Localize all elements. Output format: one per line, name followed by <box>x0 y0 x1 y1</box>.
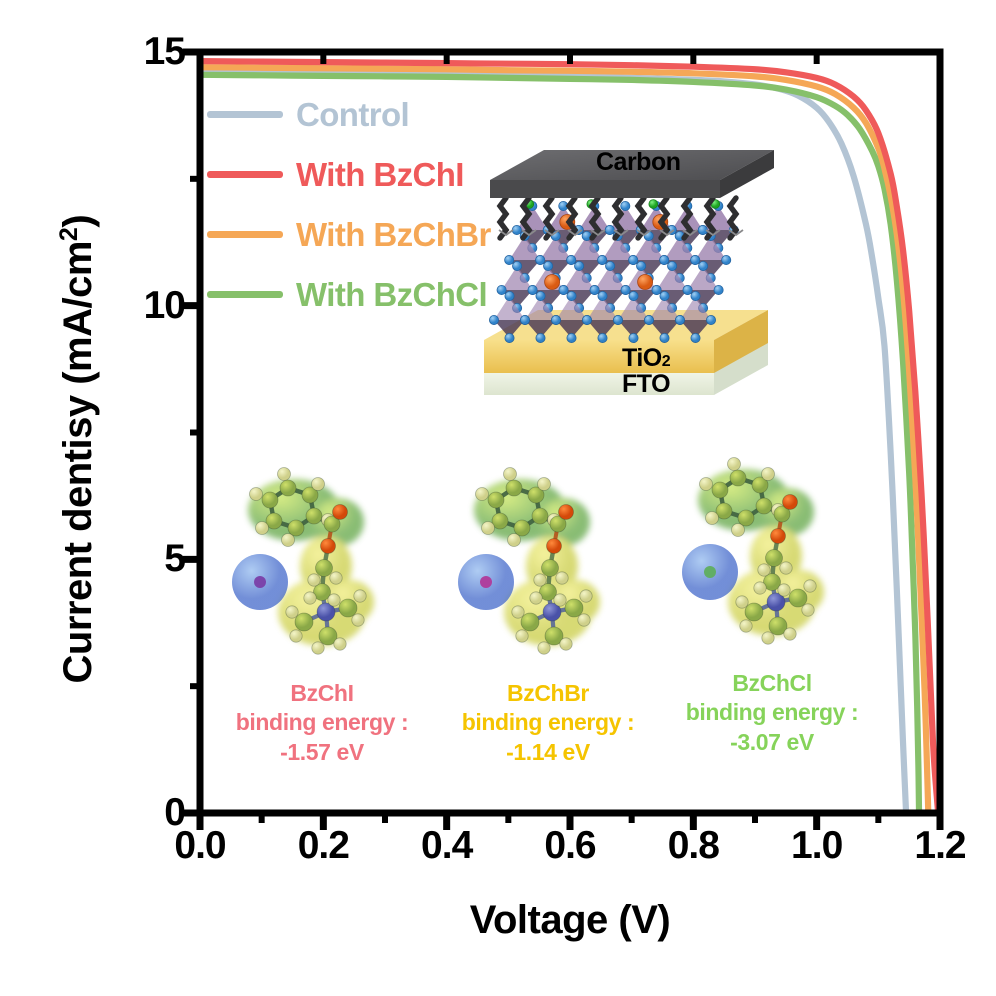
molecule-render <box>682 457 824 645</box>
molecule-name-bzchi: BzChI <box>290 680 354 706</box>
x-tick-label: 0.8 <box>667 824 720 867</box>
legend-item-control[interactable]: Control <box>207 96 491 133</box>
y-tick-label: 0 <box>164 791 186 834</box>
molecule-be-value-bzchcl: -3.07 eV <box>730 728 814 755</box>
legend-label-bzchcl: With BzChCl <box>296 276 488 313</box>
molecule-panel-bzchbr: BzChBr binding energy : -1.14 eV <box>448 462 648 767</box>
molecule-esp-map-bzchi <box>222 462 422 677</box>
x-tick-label: 1.0 <box>791 824 843 867</box>
legend-item-bzchcl[interactable]: With BzChCl <box>207 276 491 313</box>
x-tick-label: 0.4 <box>421 824 473 867</box>
molecule-be-label-bzchbr: binding energy : <box>461 709 635 736</box>
molecule-esp-map-bzchcl <box>672 452 872 667</box>
x-axis-title: Voltage (V) <box>469 898 671 942</box>
legend-item-bzchi[interactable]: With BzChI <box>207 156 491 193</box>
legend-label-control: Control <box>296 96 410 133</box>
device-schematic-svg <box>484 150 774 395</box>
molecule-render <box>458 467 600 655</box>
molecule-panel-bzchcl: BzChCl binding energy : -3.07 eV <box>672 452 872 757</box>
legend-label-bzchbr: With BzChBr <box>296 216 491 253</box>
molecule-be-label-bzchcl: binding energy : <box>685 699 859 726</box>
legend-swatch-bzchcl <box>207 291 283 298</box>
molecule-render <box>232 467 374 655</box>
molecule-caption-bzchi: BzChI binding energy : -1.57 eV <box>222 679 422 767</box>
molecule-be-value-bzchi: -1.57 eV <box>280 738 364 765</box>
x-tick-label: 0.2 <box>297 824 350 867</box>
legend-swatch-bzchbr <box>207 231 283 238</box>
carbon-label: Carbon <box>596 148 681 176</box>
legend-swatch-control <box>207 111 283 118</box>
molecule-caption-bzchcl: BzChCl binding energy : -3.07 eV <box>672 669 872 757</box>
x-tick-label: 0.0 <box>174 824 226 867</box>
molecule-panel-bzchi: BzChI binding energy : -1.57 eV <box>222 462 422 767</box>
y-tick-label: 15 <box>143 30 186 73</box>
molecule-name-bzchbr: BzChBr <box>507 680 589 706</box>
fto-label: FTO <box>622 370 671 398</box>
curve-group <box>196 58 942 817</box>
axis-ticks <box>183 48 944 830</box>
tio2-label-sub: 2 <box>661 353 671 370</box>
x-tick-label: 0.6 <box>544 824 596 867</box>
legend: Control With BzChI With BzChBr With BzCh… <box>207 96 491 336</box>
molecule-be-value-bzchbr: -1.14 eV <box>506 738 590 765</box>
y-tick-label: 10 <box>143 283 186 327</box>
molecule-name-bzchcl: BzChCl <box>732 670 812 696</box>
molecule-be-label-bzchi: binding energy : <box>235 709 409 736</box>
molecule-caption-bzchbr: BzChBr binding energy : -1.14 eV <box>448 679 648 767</box>
x-axis-tick-labels: 0.0 0.2 0.4 0.6 0.8 1.0 1.2 <box>0 826 996 886</box>
device-schematic-inset: Carbon TiO2 FTO <box>468 112 818 422</box>
tio2-label-text: TiO <box>622 344 662 372</box>
carbon-electrode <box>490 150 774 198</box>
y-tick-label: 5 <box>164 537 186 581</box>
legend-swatch-bzchi <box>207 171 283 178</box>
x-tick-label: 1.2 <box>914 824 966 867</box>
y-axis-tick-labels: 0 5 10 15 <box>110 0 186 996</box>
legend-label-bzchi: With BzChI <box>296 156 464 193</box>
molecule-esp-map-bzchbr <box>448 462 648 677</box>
tio2-label: TiO2 <box>622 344 671 373</box>
legend-item-bzchbr[interactable]: With BzChBr <box>207 216 491 253</box>
carbon-bristles <box>496 195 744 241</box>
